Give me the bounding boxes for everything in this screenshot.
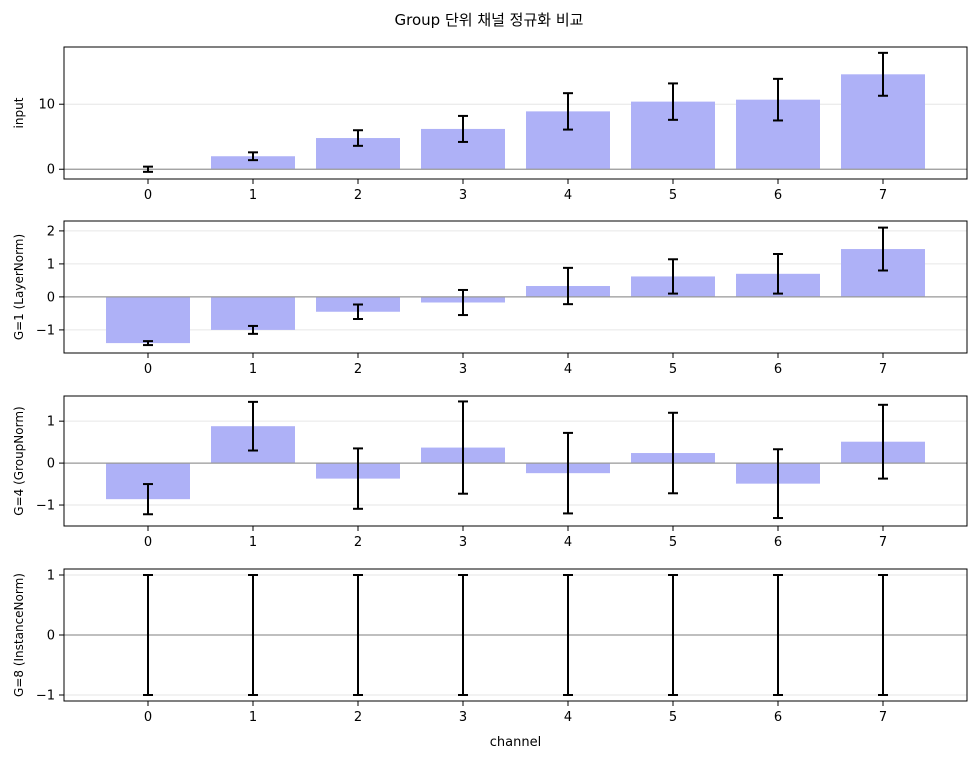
x-tick-label: 0 [144,535,152,550]
error-bar [353,447,363,510]
y-tick-label: 0 [47,163,55,178]
x-tick-label: 5 [669,188,677,203]
error-bar [143,340,153,347]
x-tick-label: 6 [774,535,782,550]
error-bar [143,483,153,516]
x-tick-label: 5 [669,535,677,550]
error-bar [773,77,783,122]
y-tick-label: 0 [47,629,55,644]
x-tick-label: 0 [144,362,152,377]
error-bar [773,253,783,295]
error-bar [563,574,573,696]
y-tick-label: 1 [47,257,55,272]
error-bar [353,303,363,321]
error-bar [563,92,573,131]
y-tick-label: 1 [47,569,55,584]
panel-3: −1 0 1 0 1 2 3 4 5 6 7 G=8 (InstanceNorm) [12,568,968,725]
y-tick-label: −1 [36,499,55,514]
error-bar [773,448,783,520]
axes-frame [63,395,968,527]
y-tick-label: 2 [47,224,55,239]
x-tick-label: 6 [774,362,782,377]
x-tick-label: 3 [459,535,467,550]
y-tick-label: 10 [38,98,55,113]
error-bar [668,574,678,696]
x-tick-label: 1 [249,362,257,377]
y-tick-label: 0 [47,457,55,472]
x-tick-label: 7 [879,362,887,377]
error-bar [458,114,468,143]
y-axis-label: G=1 (LayerNorm) [12,234,26,340]
x-tick-label: 3 [459,362,467,377]
y-tick-label: −1 [36,323,55,338]
x-tick-label: 3 [459,710,467,725]
x-tick-label: 2 [354,535,362,550]
error-bar [458,400,468,495]
error-bar [668,82,678,121]
x-tick-label: 4 [564,362,572,377]
bar [106,296,190,344]
bar [211,156,295,170]
x-tick-label: 6 [774,188,782,203]
x-tick-label: 1 [249,710,257,725]
x-tick-label: 3 [459,188,467,203]
error-bar [458,574,468,696]
x-tick-label: 6 [774,710,782,725]
error-bar [563,266,573,306]
error-bar [353,574,363,696]
x-tick-label: 4 [564,535,572,550]
error-bar [878,51,888,97]
error-bar [878,403,888,480]
x-tick-label: 4 [564,188,572,203]
error-bar [248,574,258,696]
error-bar [248,400,258,452]
x-tick-label: 5 [669,362,677,377]
error-bar [248,151,258,162]
y-tick-label: −1 [36,689,55,704]
axes-frame [63,220,968,354]
x-tick-label: 2 [354,362,362,377]
axes-frame [63,46,968,180]
x-tick-label: 1 [249,188,257,203]
y-tick-label: 0 [47,290,55,305]
error-bar [878,574,888,696]
figure-title: Group 단위 채널 정규화 비교 [395,11,584,29]
panel-0: 0 10 0 1 2 3 4 5 6 7 input [12,46,968,203]
error-bar [143,574,153,696]
x-tick-label: 2 [354,710,362,725]
error-bar [563,431,573,515]
error-bar [668,411,678,495]
error-bar [248,324,258,335]
error-bar [353,129,363,147]
bar [211,296,295,330]
x-tick-label: 2 [354,188,362,203]
error-bar [668,258,678,295]
error-bar [773,574,783,696]
x-tick-label: 1 [249,535,257,550]
x-tick-label: 7 [879,535,887,550]
y-axis-label: G=8 (InstanceNorm) [12,573,26,697]
error-bar [143,165,153,173]
error-bar [878,226,888,272]
y-axis-label: G=4 (GroupNorm) [12,406,26,515]
x-tick-label: 4 [564,710,572,725]
x-tick-label: 5 [669,710,677,725]
x-axis-label: channel [490,735,541,750]
x-tick-label: 7 [879,710,887,725]
panel-1: −1 0 1 2 0 1 2 3 4 5 6 7 G=1 (LayerNorm) [12,220,968,377]
x-tick-label: 0 [144,710,152,725]
x-tick-label: 0 [144,188,152,203]
panel-2: −1 0 1 0 1 2 3 4 5 6 7 G=4 (GroupNorm) [12,395,968,550]
error-bar [458,288,468,317]
y-tick-label: 1 [47,415,55,430]
y-axis-label: input [12,97,26,128]
x-tick-label: 7 [879,188,887,203]
